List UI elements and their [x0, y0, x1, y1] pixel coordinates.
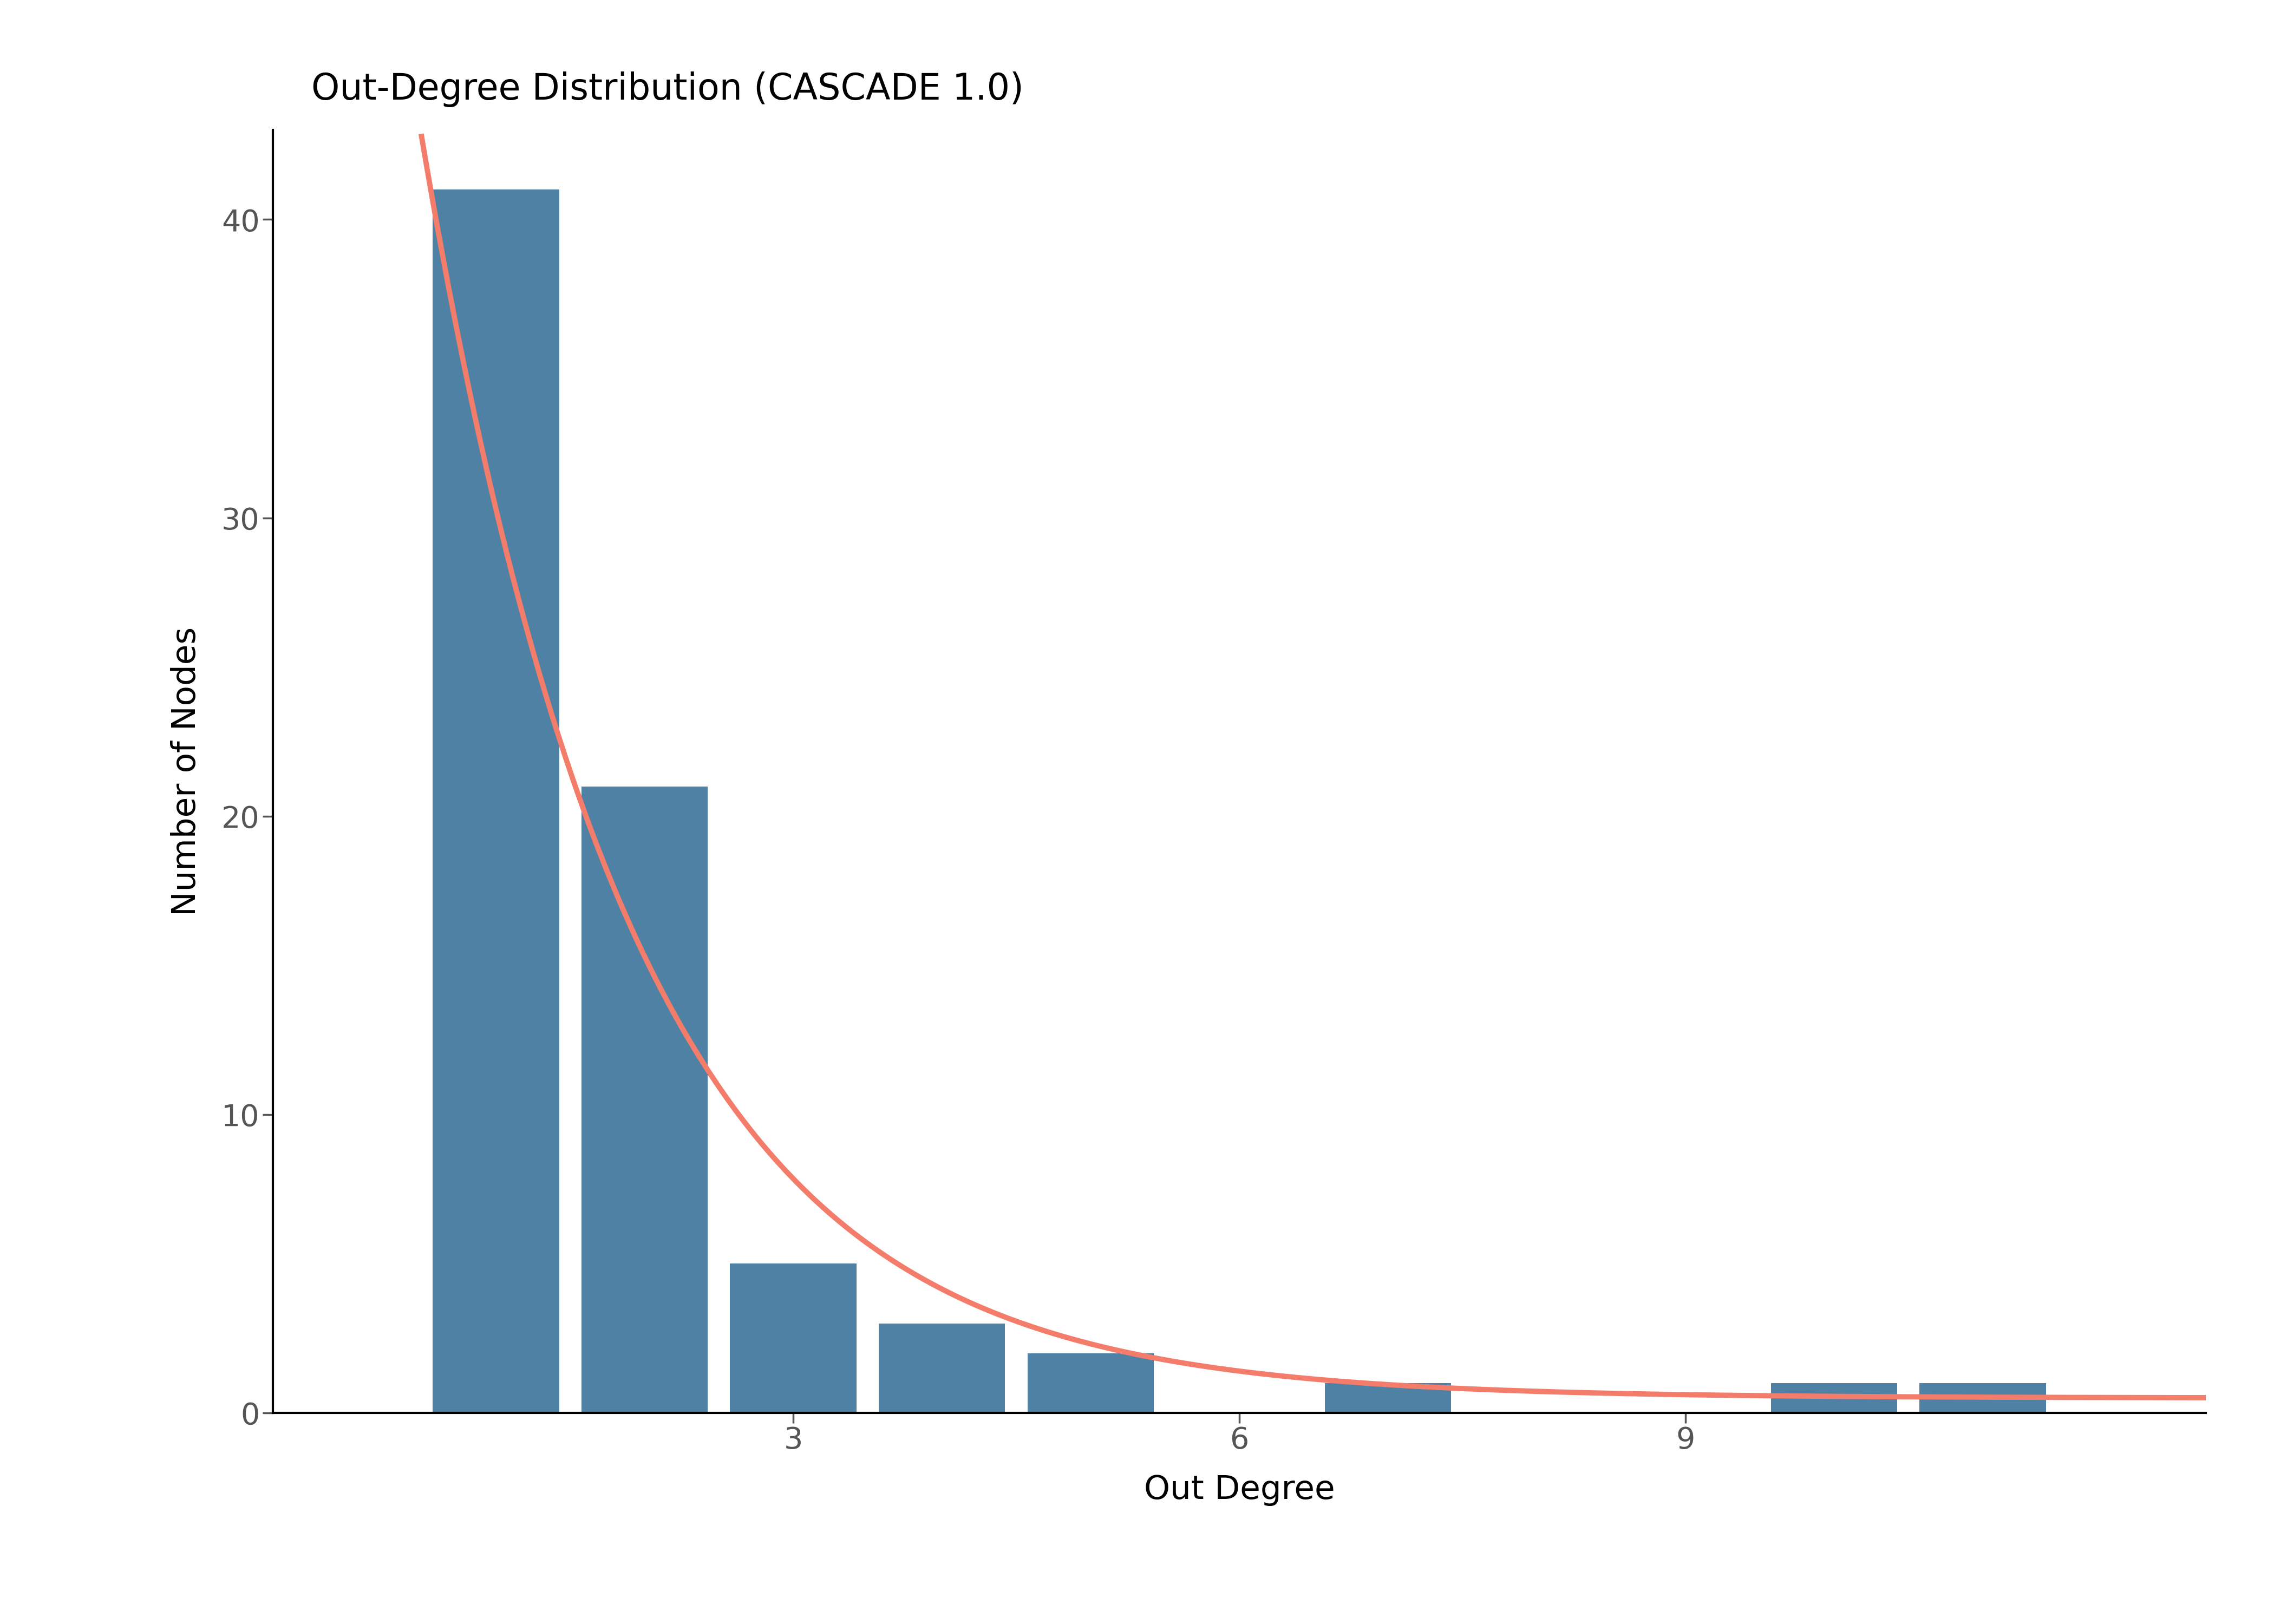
- Y-axis label: Number of Nodes: Number of Nodes: [171, 627, 202, 916]
- Bar: [1326, 1384, 1451, 1413]
- Bar: [1919, 1384, 2047, 1413]
- Bar: [730, 1263, 857, 1413]
- Text: Out-Degree Distribution (CASCADE 1.0): Out-Degree Distribution (CASCADE 1.0): [312, 71, 1023, 107]
- Bar: [582, 786, 707, 1413]
- Bar: [1028, 1353, 1153, 1413]
- Bar: [1771, 1384, 1897, 1413]
- X-axis label: Out Degree: Out Degree: [1144, 1475, 1335, 1505]
- Bar: [432, 190, 559, 1413]
- Bar: [878, 1324, 1005, 1413]
